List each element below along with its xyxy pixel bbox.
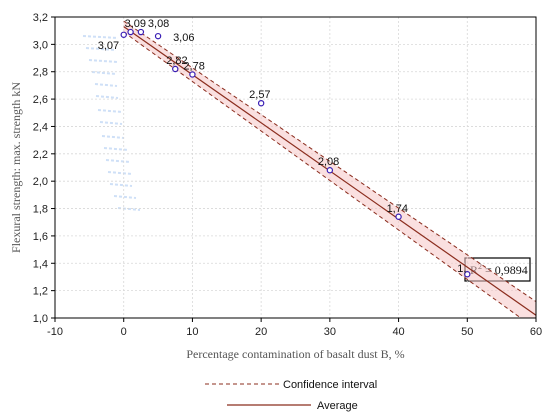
y-tick-label-0: 1,0 bbox=[33, 313, 48, 325]
y-tick-label-2: 1,4 bbox=[33, 258, 48, 270]
plot-frame bbox=[54, 16, 537, 319]
x-tick-label-5: 40 bbox=[392, 326, 404, 338]
x-tick-label-2: 10 bbox=[186, 326, 198, 338]
data-point-3 bbox=[154, 32, 162, 40]
x-axis-title: Percentage contamination of basalt dust … bbox=[186, 347, 404, 361]
data-point-label-3: 3,06 bbox=[173, 32, 194, 44]
hatch-artifact-12 bbox=[109, 183, 133, 187]
y-tick-label-3: 1,6 bbox=[33, 231, 48, 243]
x-tick-label-3: 20 bbox=[255, 326, 267, 338]
y-tick-label-1: 1,2 bbox=[33, 286, 48, 298]
data-point-2 bbox=[137, 28, 145, 36]
data-point-label-0: 3,07 bbox=[98, 40, 119, 52]
data-point-6 bbox=[257, 99, 265, 107]
hatch-artifact-1 bbox=[85, 47, 117, 51]
x-tick-label-1: 0 bbox=[121, 326, 127, 338]
legend-average-label: Average bbox=[317, 400, 358, 412]
data-point-9 bbox=[464, 271, 471, 278]
x-tick-label-4: 30 bbox=[324, 326, 336, 338]
y-tick-label-8: 2,6 bbox=[33, 94, 48, 106]
y-tick-label-10: 3,0 bbox=[33, 39, 48, 51]
hatch-artifact-5 bbox=[95, 95, 119, 99]
data-point-label-1: 3,09 bbox=[125, 18, 146, 30]
y-tick-label-5: 2,0 bbox=[33, 176, 48, 188]
data-point-label-4: 2,82 bbox=[166, 55, 187, 67]
y-axis-title: Flexural strength: max. strength kN bbox=[9, 82, 23, 253]
hatch-artifact-10 bbox=[105, 159, 131, 163]
data-point-label-7: 2,08 bbox=[318, 156, 339, 168]
data-point-label-8: 1,74 bbox=[387, 203, 408, 215]
data-point-label-5: 2,78 bbox=[183, 60, 204, 72]
y-tick-label-11: 3,2 bbox=[33, 12, 48, 24]
x-tick-label-0: -10 bbox=[47, 326, 63, 338]
y-tick-label-6: 2,2 bbox=[33, 149, 48, 161]
data-point-1 bbox=[127, 28, 134, 36]
x-tick-label-6: 50 bbox=[461, 326, 473, 338]
y-tick-label-4: 1,8 bbox=[33, 204, 48, 216]
hatch-artifact-14 bbox=[117, 207, 141, 211]
hatch-artifact-11 bbox=[107, 171, 133, 175]
x-tick-label-7: 60 bbox=[530, 326, 542, 338]
confidence-upper-line bbox=[123, 20, 536, 302]
hatch-artifact-4 bbox=[94, 83, 118, 87]
data-point-0 bbox=[120, 31, 127, 38]
hatch-artifact-8 bbox=[101, 135, 125, 139]
hatch-artifact-13 bbox=[113, 195, 137, 199]
hatch-artifact-0 bbox=[82, 35, 119, 39]
y-tick-label-7: 2,4 bbox=[33, 121, 48, 133]
data-point-8 bbox=[395, 213, 402, 220]
hatch-artifact-3 bbox=[91, 71, 117, 75]
hatch-artifact-6 bbox=[97, 109, 123, 113]
hatch-artifact-7 bbox=[99, 121, 123, 125]
data-point-7 bbox=[326, 167, 334, 174]
data-point-label-2: 3,08 bbox=[148, 18, 169, 30]
y-tick-label-9: 2,8 bbox=[33, 67, 48, 79]
legend-confidence-interval-label: Confidence interval bbox=[283, 379, 377, 391]
data-point-label-9: 1, bbox=[457, 263, 466, 275]
data-point-4 bbox=[172, 65, 179, 73]
data-point-5 bbox=[189, 71, 196, 78]
confidence-lower-line bbox=[123, 31, 522, 318]
data-point-label-6: 2,57 bbox=[249, 89, 270, 101]
